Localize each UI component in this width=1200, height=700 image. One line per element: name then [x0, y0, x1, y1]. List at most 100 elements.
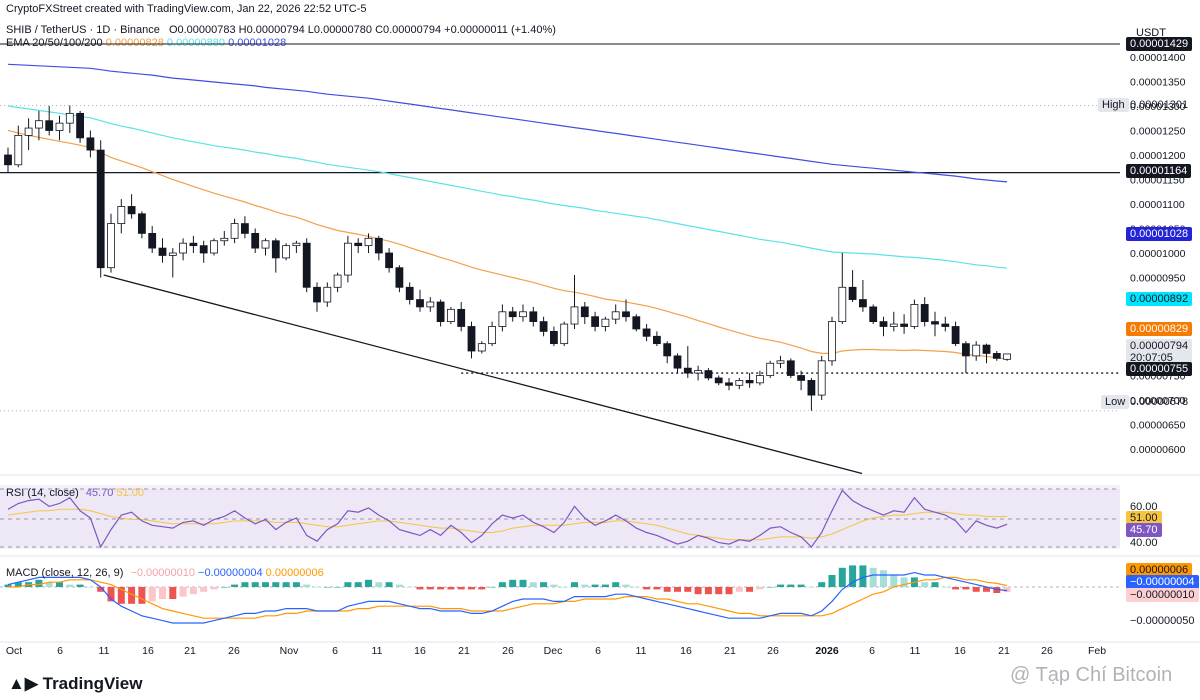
candle-body: [65, 112, 74, 124]
candle-body: [354, 242, 363, 247]
candle-body: [632, 316, 641, 330]
y-tick-label: 0.00000600: [1130, 444, 1186, 456]
candle-body: [158, 247, 167, 256]
low-label: Low: [1101, 395, 1130, 409]
macd-hist-bar: [612, 582, 620, 587]
top-line-value: 0.00001429: [1126, 37, 1193, 51]
candle-body: [848, 286, 857, 300]
macd-signal-line: [8, 576, 1008, 619]
candle-body: [879, 321, 888, 327]
tradingview-logo[interactable]: ▲▶ TradingView: [8, 674, 142, 694]
candle-body: [560, 323, 569, 345]
x-tick-label: Oct: [6, 645, 22, 657]
candle-body: [127, 206, 136, 215]
rsi-ma-value: 51.00: [116, 487, 144, 499]
macd-hist-bar: [777, 584, 784, 587]
macd-line: [7, 571, 1008, 624]
macd-hist-bar: [859, 565, 867, 587]
candle-body: [220, 237, 229, 242]
candle-body: [797, 375, 805, 381]
x-tick-label: 21: [184, 645, 196, 657]
ema200-badge: 0.00001028: [1126, 227, 1193, 241]
candle-body: [333, 274, 342, 288]
candle-body: [776, 360, 785, 364]
ema200-line: [7, 63, 1008, 183]
rsi-legend[interactable]: RSI (14, close) 45.70 51.00: [6, 487, 144, 499]
candle-body: [467, 326, 476, 352]
ema-legend[interactable]: EMA 20/50/100/200 0.00000828 0.00000880 …: [6, 37, 286, 49]
watermark: @ Tạp Chí Bitcoin: [1010, 664, 1173, 686]
macd-hist-bar: [107, 587, 115, 602]
rsi-ma-line: [7, 508, 1008, 541]
macd-hist-bar: [890, 575, 898, 587]
candle-body: [962, 343, 970, 357]
x-tick-label: 11: [636, 645, 647, 657]
candle-body: [992, 353, 1001, 359]
x-tick-label: 11: [99, 645, 110, 657]
candle-body: [838, 286, 847, 322]
candle-body: [457, 308, 466, 327]
candle-body: [673, 355, 682, 369]
candle-body: [807, 379, 816, 396]
macd-hist-bar: [519, 579, 527, 587]
macd-hist-bar: [962, 587, 970, 590]
macd-hist-bar: [14, 582, 22, 587]
macd-hist-bar: [282, 582, 290, 587]
macd-hist-bar: [643, 587, 651, 590]
x-tick-label: 16: [414, 645, 426, 657]
macd-hist-bar: [478, 587, 486, 590]
symbol-title[interactable]: SHIB / TetherUS · 1D · Binance O0.000007…: [6, 24, 556, 36]
macd-hist-bar: [35, 579, 43, 587]
macd-hist-badge: −0.00000010: [1126, 588, 1199, 602]
macd-hist-bar: [766, 587, 774, 588]
macd-hist-bar: [941, 587, 949, 588]
candle-body: [395, 267, 404, 288]
candle-body: [859, 299, 867, 308]
candle-body: [76, 112, 84, 139]
macd-hist-bar: [334, 587, 342, 588]
rsi-line: [7, 489, 1008, 549]
x-tick-label: 26: [502, 645, 514, 657]
candle-body: [591, 316, 599, 327]
candle-body: [519, 311, 527, 318]
macd-hist-bar: [972, 587, 980, 592]
macd-hist-bar: [406, 587, 414, 588]
macd-hist-bar: [869, 567, 877, 587]
macd-hist-bar: [292, 582, 300, 587]
macd-hist-bar: [591, 584, 599, 587]
candle-body: [756, 375, 764, 384]
candle-body: [179, 242, 188, 254]
macd-hist-bar: [746, 587, 754, 592]
candle-body: [601, 318, 610, 327]
candle-body: [436, 301, 445, 323]
candle-body: [210, 240, 218, 254]
macd-signal-value: 0.00000006: [265, 567, 324, 579]
macd-hist-bar: [189, 587, 197, 595]
candle-body: [14, 134, 23, 166]
rsi-tick-40: 40.00: [1130, 537, 1158, 549]
macd-hist-bar: [56, 582, 63, 587]
macd-hist-bar: [220, 587, 228, 588]
macd-line-badge: −0.00000004: [1126, 575, 1199, 589]
macd-hist-bar: [354, 582, 362, 587]
candle-body: [364, 237, 373, 247]
candle-body: [385, 252, 394, 269]
candle-body: [282, 245, 291, 259]
macd-hist-bar: [725, 587, 733, 595]
macd-hist-bar: [262, 582, 269, 587]
candle-body: [889, 323, 898, 327]
macd-hist-bar: [797, 584, 805, 587]
candle-body: [570, 306, 579, 325]
x-tick-label: 2026: [815, 645, 839, 657]
candle-body: [446, 308, 455, 323]
macd-hist-bar: [200, 587, 208, 592]
x-tick-label: 16: [954, 645, 966, 657]
credit-line: CryptoFXStreet created with TradingView.…: [6, 3, 367, 15]
candle-body: [920, 304, 929, 323]
macd-tick: −0.00000050: [1130, 615, 1195, 627]
candle-body: [714, 377, 723, 384]
candle-body: [292, 242, 301, 247]
macd-legend[interactable]: MACD (close, 12, 26, 9) −0.00000010 −0.0…: [6, 567, 324, 579]
macd-hist-bar: [838, 567, 846, 587]
